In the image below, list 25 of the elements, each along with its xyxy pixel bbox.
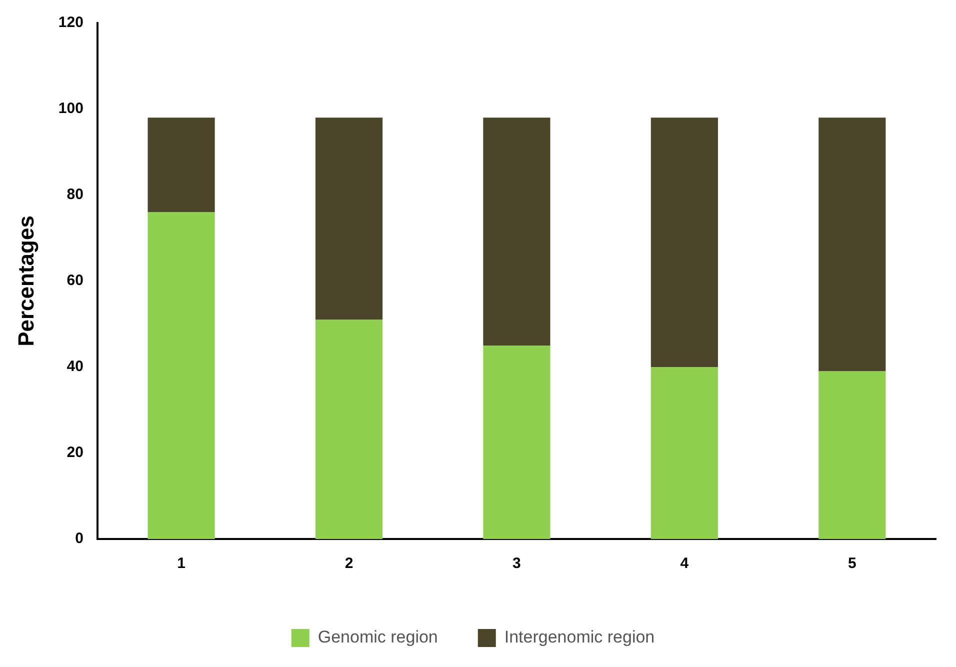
bar (148, 212, 215, 539)
x-tick-label: 2 (344, 555, 354, 572)
bar (483, 118, 550, 346)
y-tick-label: 20 (66, 444, 84, 462)
bar (315, 320, 383, 539)
x-tick-label: 4 (680, 555, 690, 572)
bar (650, 367, 718, 539)
y-tick-label: 0 (75, 530, 84, 548)
legend-label: Genomic region (318, 628, 438, 647)
bar (818, 371, 886, 539)
x-tick-label: 3 (512, 555, 521, 572)
y-tick-label: 80 (66, 186, 84, 204)
y-tick-label: 100 (58, 100, 84, 118)
bar (818, 118, 886, 372)
y-tick-label: 60 (66, 272, 84, 290)
bar (483, 346, 550, 539)
y-tick-label: 120 (58, 14, 84, 32)
y-axis-title: Percentages (13, 216, 38, 346)
x-tick-label: 1 (177, 555, 186, 572)
legend-label: Intergenomic region (504, 628, 655, 647)
x-tick-label: 5 (848, 555, 856, 572)
y-tick-label: 40 (66, 358, 84, 376)
bar (315, 118, 383, 320)
bar (148, 118, 215, 212)
bar (650, 118, 718, 367)
